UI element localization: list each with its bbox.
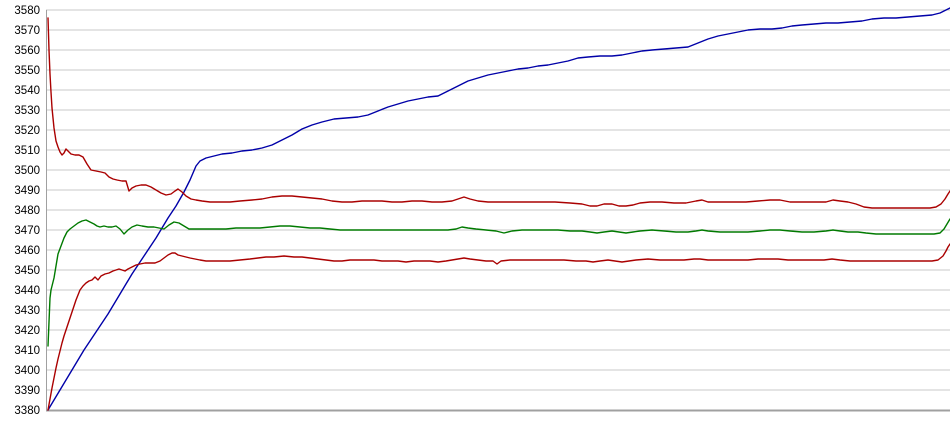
y-tick-label: 3490 — [14, 185, 40, 197]
y-tick-label: 3510 — [14, 145, 40, 157]
y-tick-label: 3430 — [14, 305, 40, 317]
y-tick-label: 3420 — [14, 325, 40, 337]
y-axis-labels-group: 3580 3570 3560 3550 3540 3530 3520 3510 3500 3490… — [14, 5, 40, 417]
red-upper-line — [47, 17, 950, 209]
y-tick-label: 3410 — [14, 345, 40, 357]
y-tick-label: 3440 — [14, 285, 40, 297]
green-middle-line — [47, 218, 950, 347]
y-tick-label: 3380 — [14, 405, 40, 417]
y-tick-label: 3580 — [14, 5, 40, 17]
gridlines-group — [46, 9, 950, 391]
series-group — [47, 7, 950, 411]
y-tick-label: 3470 — [14, 225, 40, 237]
y-tick-label: 3450 — [14, 265, 40, 277]
blue-rising-line — [47, 7, 950, 411]
axes-group — [46, 10, 950, 412]
y-tick-label: 3500 — [14, 165, 40, 177]
y-tick-label: 3560 — [14, 45, 40, 57]
y-tick-label: 3530 — [14, 105, 40, 117]
y-tick-label: 3570 — [14, 25, 40, 37]
y-tick-label: 3540 — [14, 85, 40, 97]
y-tick-label: 3550 — [14, 65, 40, 77]
y-tick-label: 3390 — [14, 385, 40, 397]
y-tick-label: 3460 — [14, 245, 40, 257]
y-tick-label: 3480 — [14, 205, 40, 217]
red-lower-line — [47, 243, 950, 411]
y-tick-label: 3400 — [14, 365, 40, 377]
y-tick-label: 3520 — [14, 125, 40, 137]
